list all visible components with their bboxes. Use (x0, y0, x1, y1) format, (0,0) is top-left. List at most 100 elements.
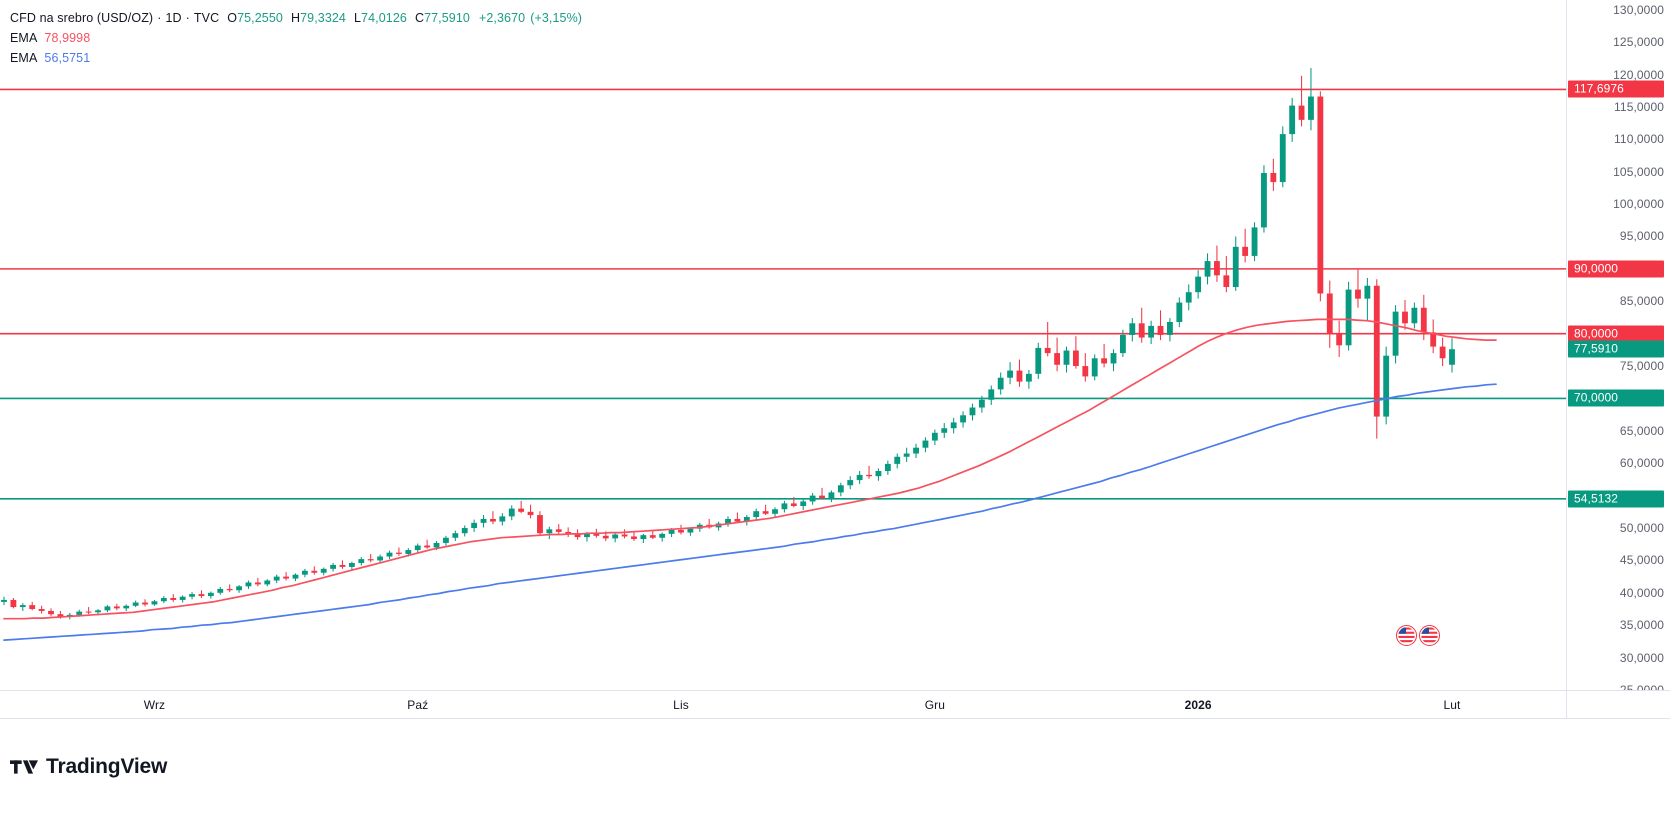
exchange-label[interactable]: TVC (193, 11, 220, 25)
candle-body (480, 518, 487, 523)
price-level-tag[interactable]: 54,5132 (1568, 490, 1664, 508)
candle-body (1364, 285, 1371, 299)
candle-body (1298, 105, 1305, 120)
candle-body (1430, 332, 1437, 347)
candle-body (1185, 292, 1192, 303)
candle-body (837, 485, 844, 493)
candle-body (875, 471, 882, 477)
change-absolute: +2,3670 (478, 11, 526, 25)
candle-body (941, 428, 948, 433)
candle-body (1411, 307, 1418, 324)
candle-body (160, 598, 167, 602)
candle-body (781, 503, 788, 510)
candle-body (903, 453, 910, 457)
legend-ema-fast-row[interactable]: EMA 78,9998 (10, 30, 582, 47)
price-level-tag[interactable]: 90,0000 (1568, 260, 1664, 278)
candle-body (452, 533, 459, 538)
candle-body (1439, 346, 1446, 359)
candle-body (1195, 276, 1202, 293)
footer-bar: TradingView (0, 718, 1670, 815)
last-price-tag[interactable]: 77,5910 (1568, 340, 1664, 358)
candle-body (809, 495, 816, 502)
tradingview-wordmark: TradingView (46, 755, 168, 778)
candle-body (847, 480, 854, 486)
candle-body (471, 522, 478, 529)
ema-fast-line[interactable] (3, 318, 1497, 620)
candle-body (123, 605, 130, 609)
price-axis-tick: 115,0000 (1614, 99, 1664, 114)
candle-body (1355, 289, 1361, 299)
candle-body (1063, 350, 1070, 365)
price-axis-tick: 65,0000 (1619, 423, 1664, 438)
ema-slow-line[interactable] (3, 383, 1497, 641)
change-percent: (+3,15%) (530, 11, 583, 25)
flag-badges-group[interactable] (1396, 625, 1440, 646)
candle-body (574, 534, 581, 538)
us-flag-badge[interactable] (1396, 625, 1417, 646)
price-axis-tick: 95,0000 (1619, 229, 1664, 244)
candle-body (1129, 323, 1136, 335)
candlestick-plot (0, 68, 1566, 641)
candle-body (856, 474, 863, 481)
candle-body (424, 545, 431, 548)
candle-body (1138, 323, 1145, 338)
close-value: 77,5910 (424, 11, 470, 25)
time-axis[interactable]: Wrz Paź Lis Gru 2026 Lut (0, 690, 1566, 718)
candle-body (1044, 347, 1051, 354)
candle-body (1420, 307, 1427, 333)
candle-body (640, 535, 647, 540)
candle-body (461, 528, 468, 534)
candle-body (1176, 302, 1183, 322)
price-axis-tick: 110,0000 (1614, 132, 1664, 147)
candle-body (584, 533, 590, 538)
candle-body (631, 536, 637, 540)
candle-body (1402, 311, 1408, 324)
candle-body (19, 605, 26, 608)
ohlc-low: L74,0126 (354, 10, 407, 27)
legend-separator-1: · (157, 11, 162, 25)
price-axis[interactable]: 25,000030,000035,000040,000045,000050,00… (1566, 0, 1670, 697)
tradingview-logo[interactable]: TradingView (10, 755, 167, 779)
candle-body (358, 559, 365, 564)
us-flag-badge[interactable] (1419, 625, 1440, 646)
candle-body (960, 415, 966, 423)
candle-body (828, 492, 835, 499)
candle-body (687, 528, 694, 533)
candle-body (189, 594, 195, 597)
candle-body (565, 531, 572, 535)
candle-body (1035, 347, 1042, 374)
candle-body (85, 611, 92, 613)
symbol-name[interactable]: CFD na srebro (USD/OZ) (10, 11, 154, 25)
candle-body (1204, 261, 1211, 277)
chart-plot-area[interactable] (0, 0, 1566, 690)
candle-body (1279, 134, 1286, 183)
candle-body (10, 599, 17, 608)
price-axis-tick: 130,0000 (1613, 2, 1664, 17)
candle-body (499, 516, 506, 522)
interval-label[interactable]: 1D (165, 11, 182, 25)
candle-body (743, 517, 750, 522)
legend-symbol-row: CFD na srebro (USD/OZ) · 1D · TVC O75,25… (10, 10, 582, 27)
candle-body (377, 556, 384, 561)
open-key: O (227, 11, 238, 25)
legend-ema-slow-row[interactable]: EMA 56,5751 (10, 50, 582, 67)
candle-body (1025, 373, 1032, 382)
price-level-tag[interactable]: 80,0000 (1568, 325, 1664, 343)
candle-body (1148, 325, 1155, 338)
candle-body (1167, 322, 1173, 335)
price-level-tag[interactable]: 70,0000 (1568, 389, 1664, 407)
candle-body (659, 533, 666, 538)
candle-body (762, 511, 769, 514)
candle-body (236, 586, 242, 591)
candle-body (725, 518, 731, 524)
time-axis-label: Lut (1443, 698, 1461, 712)
chart-legend[interactable]: CFD na srebro (USD/OZ) · 1D · TVC O75,25… (10, 10, 582, 67)
legend-separator-2: · (185, 11, 190, 25)
candle-body (433, 542, 440, 548)
candle-body (546, 529, 553, 534)
candle-body (1101, 358, 1108, 364)
candle-body (1072, 350, 1079, 367)
price-level-tag[interactable]: 117,6976 (1568, 80, 1664, 98)
time-axis-label: Gru (924, 698, 945, 712)
candle-body (1392, 311, 1399, 356)
